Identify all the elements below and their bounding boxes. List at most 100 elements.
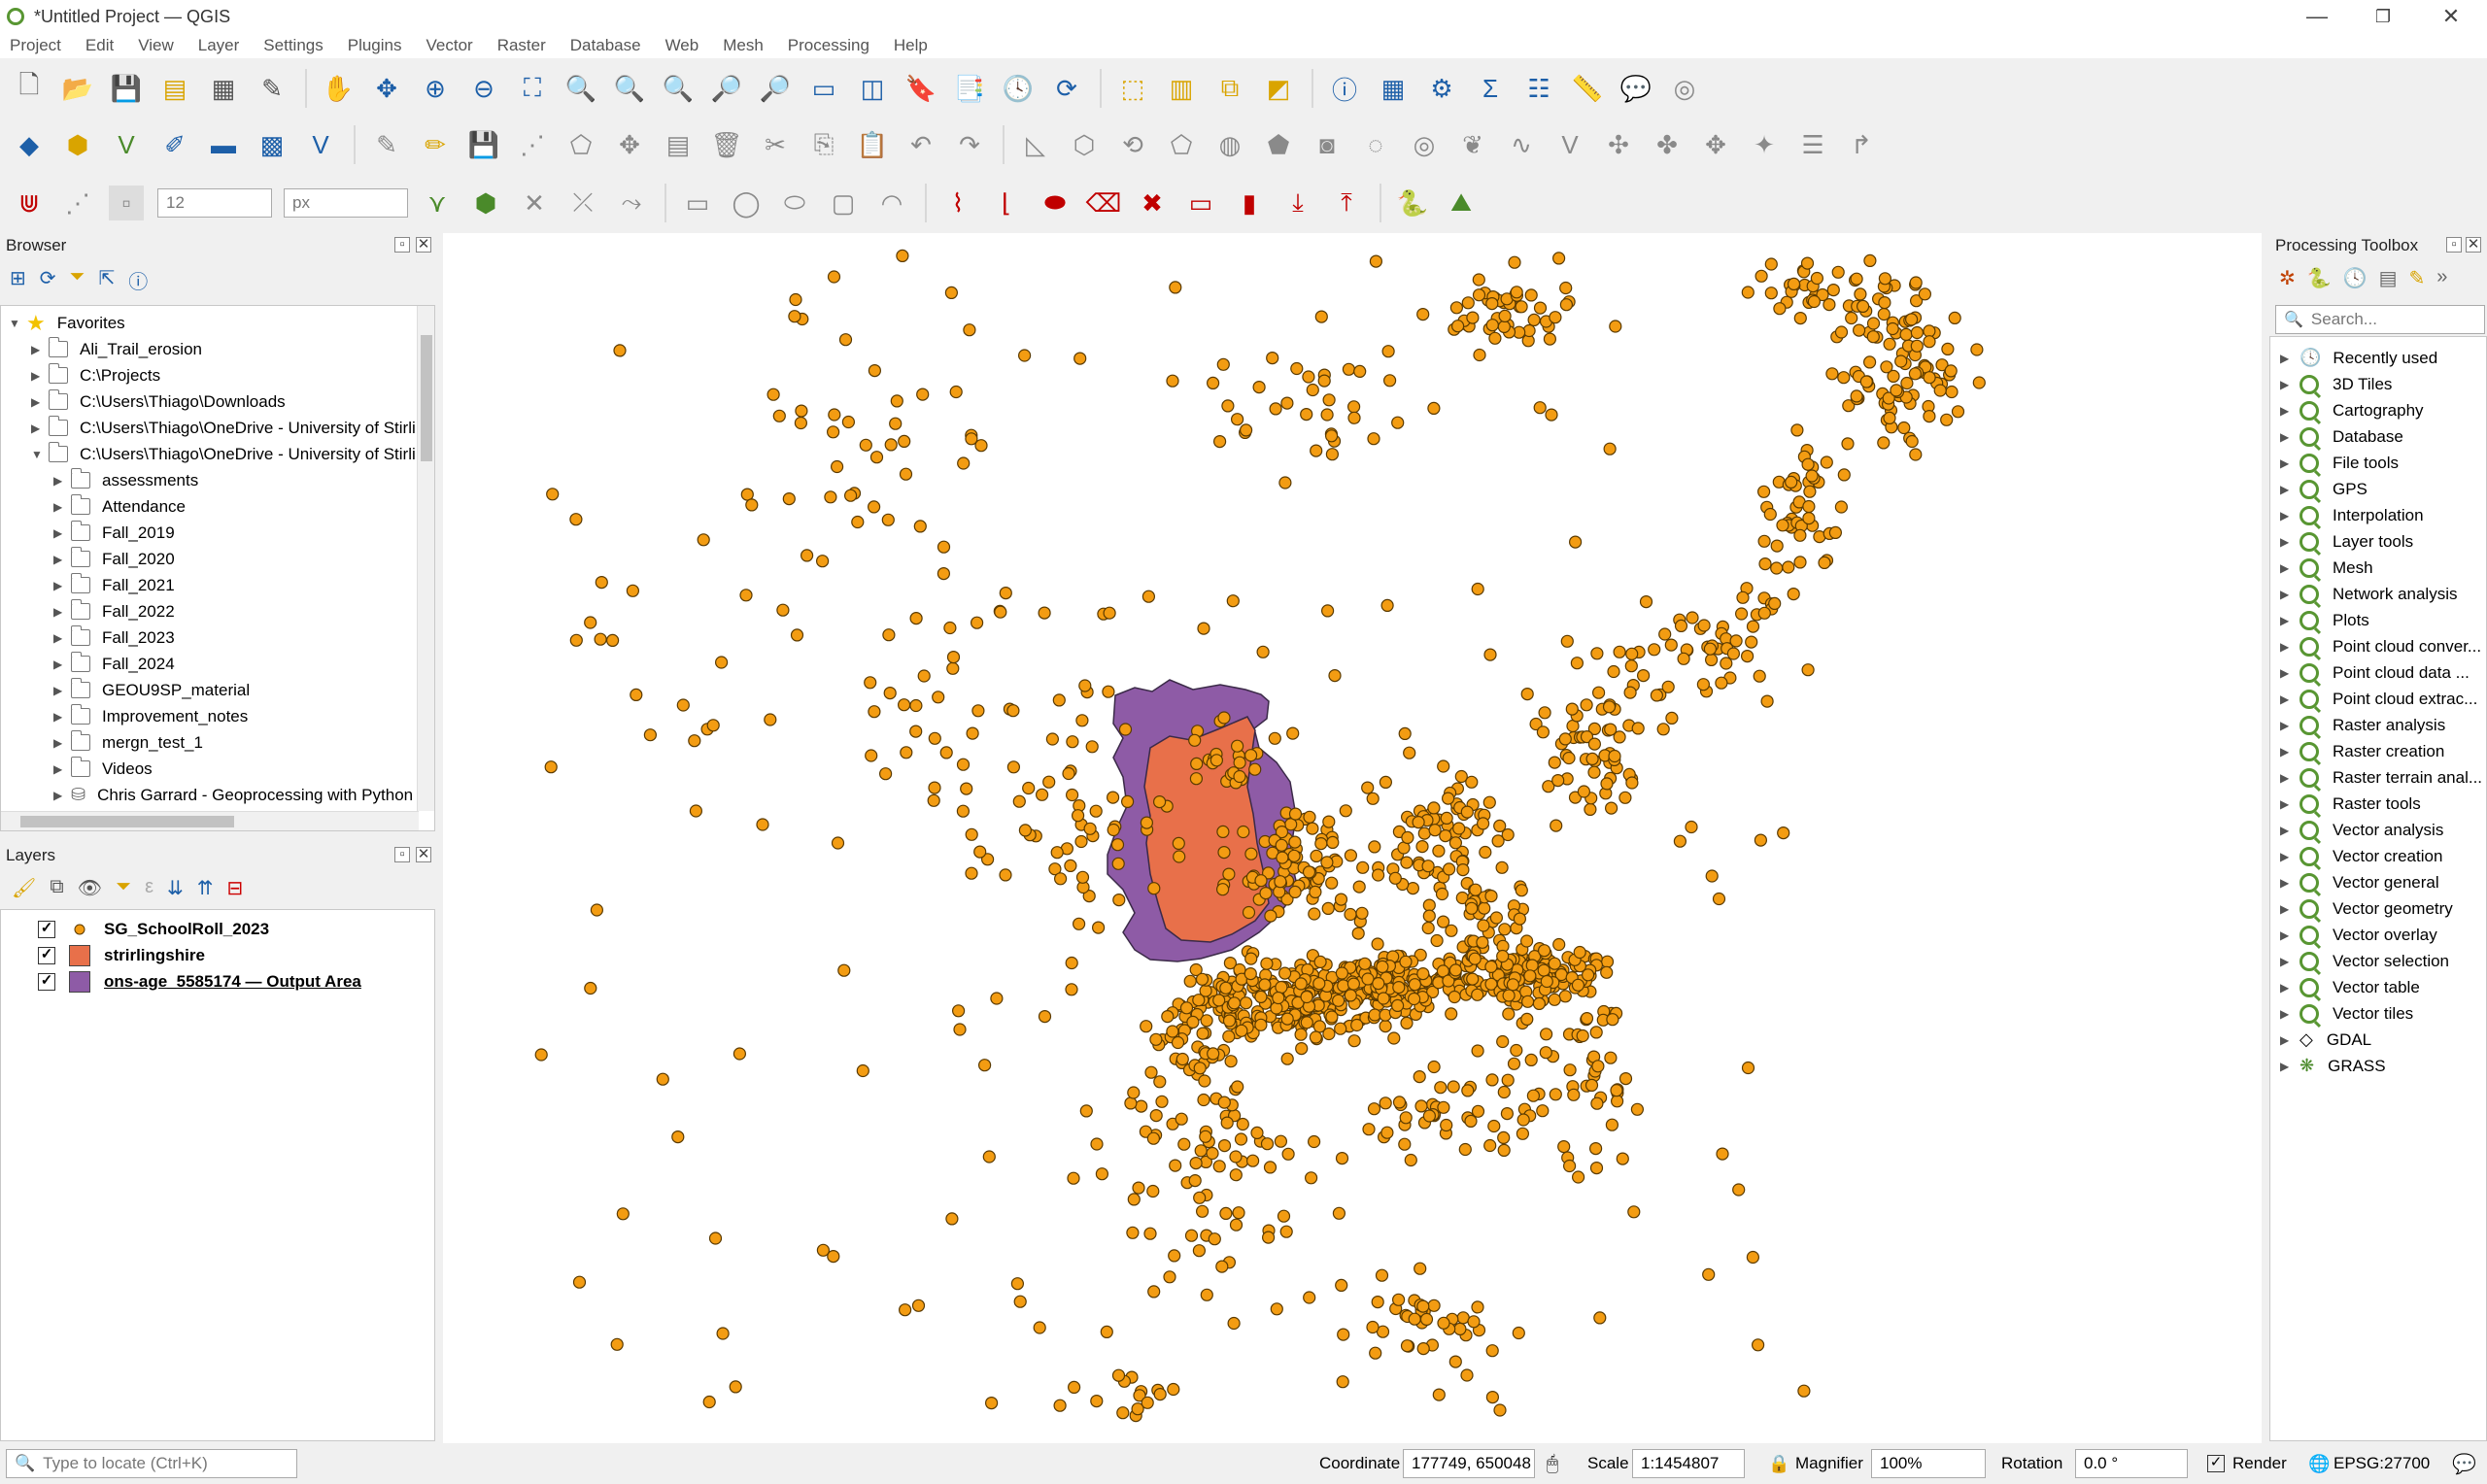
toolbox-item[interactable]: ▶ 3D Tiles bbox=[2270, 371, 2392, 397]
add-group-icon[interactable]: ⧉ bbox=[50, 876, 64, 897]
browser-item[interactable]: ▶ Fall_2021 bbox=[53, 572, 175, 598]
toolbox-item[interactable]: ▶ Database bbox=[2270, 423, 2403, 450]
collapsed-arrow-icon[interactable]: ▶ bbox=[2280, 744, 2290, 759]
toolbox-item[interactable]: ▶ Raster creation bbox=[2270, 738, 2444, 764]
add-virtual-layer-icon[interactable]: ▬ bbox=[211, 129, 236, 159]
add-selected-layers-icon[interactable]: ⊞ bbox=[10, 268, 26, 289]
collapsed-arrow-icon[interactable]: ▶ bbox=[2280, 875, 2290, 890]
cut-features-icon[interactable]: ✂ bbox=[765, 129, 786, 159]
save-project-icon[interactable]: 💾 bbox=[110, 73, 143, 103]
browser-item[interactable]: ▶ Videos bbox=[53, 756, 153, 782]
split-parts-icon[interactable]: ✣ bbox=[1608, 129, 1629, 159]
browser-item[interactable]: ▶ Improvement_notes bbox=[53, 703, 248, 729]
self-snapping-icon[interactable]: ✕ bbox=[524, 187, 545, 218]
scale-field[interactable]: 1:1454807 bbox=[1632, 1449, 1745, 1478]
collapsed-arrow-icon[interactable]: ▶ bbox=[2280, 560, 2290, 575]
layer-styling-icon[interactable]: 🖌 bbox=[12, 878, 37, 899]
more-options-icon[interactable]: » bbox=[2436, 266, 2448, 287]
toolbox-item[interactable]: ▶ ❋ GRASS bbox=[2270, 1053, 2386, 1079]
rotation-field[interactable]: 0.0 ° bbox=[2075, 1449, 2188, 1478]
collapsed-arrow-icon[interactable]: ▶ bbox=[31, 421, 41, 435]
layout-manager-icon[interactable]: ▦ bbox=[211, 73, 236, 103]
split-features-icon[interactable]: V bbox=[1561, 129, 1579, 159]
eraser-icon[interactable]: ⌫ bbox=[1085, 187, 1122, 218]
delete-part-icon[interactable]: ◎ bbox=[1413, 129, 1436, 159]
menu-help[interactable]: Help bbox=[893, 36, 928, 54]
filter-legend-icon[interactable]: ⏷ bbox=[116, 876, 132, 897]
browser-item[interactable]: ▶ Fall_2019 bbox=[53, 520, 175, 546]
coordinate-field[interactable]: 177749, 650048 bbox=[1403, 1449, 1535, 1478]
toolbox-item[interactable]: ▶ Point cloud conver... bbox=[2270, 633, 2481, 659]
digitize-icon[interactable]: ⋰ bbox=[520, 129, 545, 159]
zoom-native-icon[interactable]: 🔍 bbox=[662, 73, 695, 103]
add-part-icon[interactable]: ⬟ bbox=[1267, 129, 1290, 159]
zoom-next-icon[interactable]: 🔎 bbox=[759, 73, 792, 103]
collapsed-arrow-icon[interactable]: ▶ bbox=[53, 761, 63, 776]
shape-ellipse-icon[interactable]: ⬭ bbox=[783, 187, 806, 217]
collapsed-arrow-icon[interactable]: ▶ bbox=[53, 578, 63, 592]
collapsed-arrow-icon[interactable]: ▶ bbox=[2280, 534, 2290, 549]
deselect-icon[interactable]: ⧉ bbox=[1220, 73, 1240, 102]
browser-item[interactable]: ▶ C:\Projects bbox=[31, 362, 160, 388]
add-vector-layer-icon[interactable]: V bbox=[312, 129, 329, 159]
collapsed-arrow-icon[interactable]: ▶ bbox=[2280, 770, 2290, 785]
collapsed-arrow-icon[interactable]: ▶ bbox=[2280, 718, 2290, 732]
annotation-polygon-icon[interactable]: ⬬ bbox=[1043, 187, 1067, 217]
avoid-overlap-icon[interactable]: ⤳ bbox=[621, 187, 642, 217]
toolbox-item[interactable]: ▶ Raster tools bbox=[2270, 791, 2421, 817]
collapsed-arrow-icon[interactable]: ▶ bbox=[2280, 849, 2290, 863]
toolbox-close-button[interactable]: ✕ bbox=[2466, 236, 2481, 253]
zoom-full-icon[interactable]: ⛶ bbox=[523, 73, 542, 102]
new-shapefile-layer-icon[interactable]: V bbox=[118, 129, 135, 159]
snapping-mode-icon[interactable]: ⋰ bbox=[65, 187, 90, 218]
toolbox-item[interactable]: ▶ Vector geometry bbox=[2270, 895, 2453, 922]
collapsed-arrow-icon[interactable]: ▶ bbox=[2280, 796, 2290, 811]
toolbox-item[interactable]: ▶ Vector general bbox=[2270, 869, 2439, 895]
crs-globe-icon[interactable]: 🌐 bbox=[2308, 1453, 2331, 1473]
browser-float-button[interactable]: ▫ bbox=[394, 237, 410, 253]
collapsed-arrow-icon[interactable]: ▶ bbox=[53, 630, 63, 645]
collapsed-arrow-icon[interactable]: ▶ bbox=[53, 657, 63, 671]
offset-curve-icon[interactable]: ∿ bbox=[1511, 129, 1532, 159]
snapping-unit-select[interactable]: px bbox=[284, 188, 408, 218]
collapsed-arrow-icon[interactable]: ▶ bbox=[2280, 665, 2290, 680]
toolbox-item[interactable]: ▶ Cartography bbox=[2270, 397, 2424, 423]
messages-icon[interactable]: 💬 bbox=[2452, 1453, 2476, 1475]
layer-visibility-checkbox[interactable]: ✓ bbox=[38, 946, 55, 964]
collapsed-arrow-icon[interactable]: ▶ bbox=[2280, 901, 2290, 916]
scripts-icon[interactable]: 🐍 bbox=[2306, 268, 2332, 289]
collapsed-arrow-icon[interactable]: ▶ bbox=[2280, 403, 2290, 418]
toolbox-item[interactable]: ▶ Interpolation bbox=[2270, 502, 2424, 528]
browser-horizontal-scrollbar[interactable] bbox=[1, 811, 419, 830]
shape-arc-icon[interactable]: ◠ bbox=[880, 187, 903, 218]
filter-by-expression-icon[interactable]: ε bbox=[145, 876, 153, 897]
save-edits-icon[interactable]: 💾 bbox=[467, 129, 500, 159]
copy-features-icon[interactable]: ⎘ bbox=[813, 129, 835, 158]
toolbox-item[interactable]: ▶ Layer tools bbox=[2270, 528, 2413, 555]
models-icon[interactable]: ✲ bbox=[2279, 268, 2296, 289]
data-source-manager-icon[interactable]: ◆ bbox=[19, 129, 39, 159]
attribute-table-icon[interactable]: ☷ bbox=[1527, 73, 1550, 103]
toolbox-item[interactable]: ▶ Mesh bbox=[2270, 555, 2373, 581]
add-raster-layer-icon[interactable]: ▩ bbox=[259, 129, 285, 159]
toolbox-item[interactable]: ▶ Vector overlay bbox=[2270, 922, 2437, 948]
browser-item[interactable]: ▼ C:\Users\Thiago\OneDrive - University o… bbox=[31, 441, 416, 467]
annotation-polyline-icon[interactable]: ⌊ bbox=[1001, 187, 1012, 218]
layers-close-button[interactable]: ✕ bbox=[416, 846, 431, 862]
open-attribute-table-icon[interactable]: ▦ bbox=[1380, 73, 1406, 103]
locator-search-input[interactable]: 🔍 Type to locate (Ctrl+K) bbox=[6, 1449, 297, 1478]
browser-item[interactable]: ▶ GEOU9SP_material bbox=[53, 677, 250, 703]
identify-features-icon[interactable]: ⓘ bbox=[1331, 75, 1357, 105]
collapsed-arrow-icon[interactable]: ▶ bbox=[53, 499, 63, 514]
paste-features-icon[interactable]: 📋 bbox=[856, 129, 889, 159]
zoom-last-icon[interactable]: 🔎 bbox=[710, 73, 743, 103]
collapsed-arrow-icon[interactable]: ▶ bbox=[2280, 928, 2290, 942]
statistical-summary-icon[interactable]: Σ bbox=[1482, 73, 1499, 103]
zoom-layer-icon[interactable]: 🔍 bbox=[613, 73, 646, 103]
menu-project[interactable]: Project bbox=[10, 36, 61, 54]
new-geopackage-layer-icon[interactable]: ⬢ bbox=[66, 129, 89, 159]
layers-float-button[interactable]: ▫ bbox=[394, 847, 410, 862]
import-icon[interactable]: ⤓ bbox=[1292, 187, 1304, 217]
snap-intersection-icon[interactable]: ⤫ bbox=[572, 187, 594, 217]
menu-view[interactable]: View bbox=[138, 36, 174, 54]
